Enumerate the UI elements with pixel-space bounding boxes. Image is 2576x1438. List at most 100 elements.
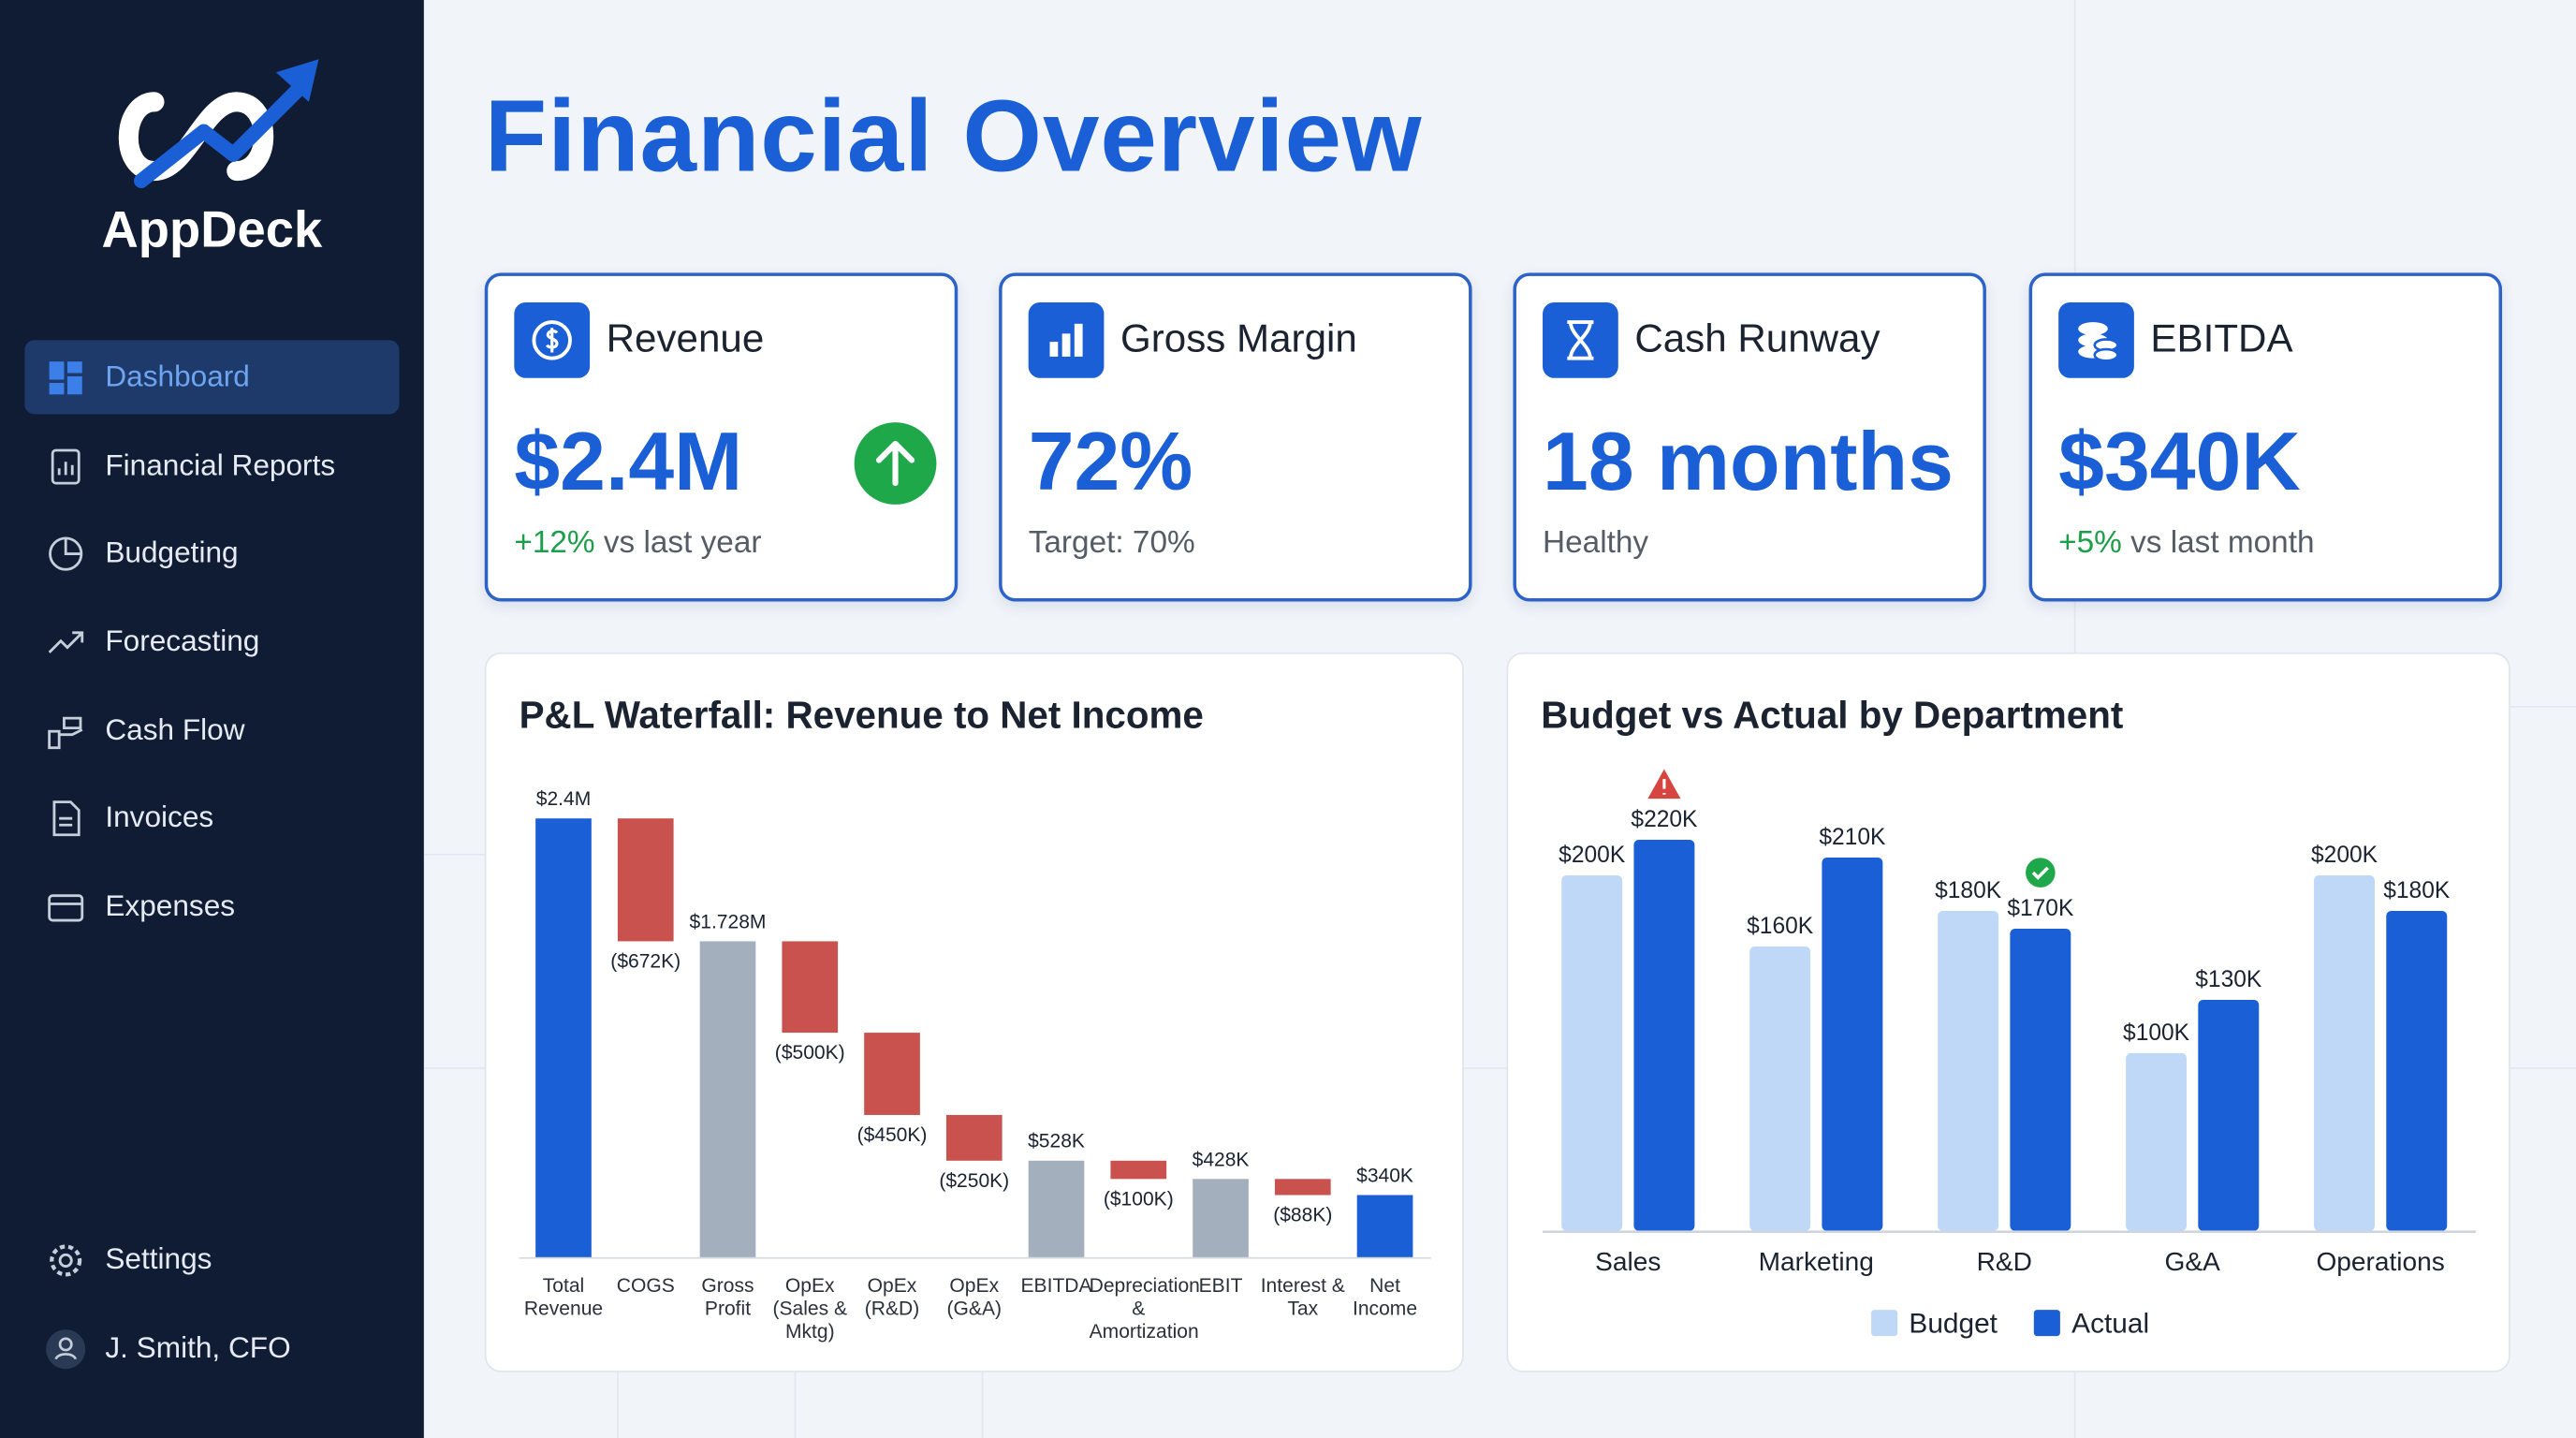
value-label: $160K (1747, 914, 1814, 939)
x-tick-label: Operations (2316, 1247, 2444, 1276)
nav-label: Invoices (105, 800, 214, 834)
value-label: $2.4M (536, 788, 591, 810)
nav-item[interactable]: Dashboard (24, 340, 400, 415)
kpi-label: Gross Margin (1120, 316, 1357, 362)
settings[interactable]: Settings (24, 1223, 399, 1297)
bar (1561, 875, 1623, 1231)
value-label: ($100K) (1104, 1188, 1174, 1210)
kpi-icon (514, 301, 591, 378)
nav-icon (48, 631, 84, 653)
kpi-note: +5% vs last month (2058, 526, 2314, 563)
nav-label: Expenses (105, 888, 236, 922)
bar (2386, 910, 2448, 1231)
nav-icon (49, 361, 82, 395)
waterfall-chart: $2.4M ($672K) $1.728M ($500K) ($450K) ($250K)… (519, 788, 1431, 1259)
bar (1356, 1195, 1413, 1257)
budget-chart: $200K$220KSales$160K$210KMarketing$180K$… (1543, 769, 2476, 1340)
warning-icon (1647, 769, 1681, 800)
bar (1822, 858, 1883, 1231)
nav-item[interactable]: Forecasting (24, 605, 399, 679)
sidebar: AppDeck Dashboard Financial Reports Budg… (0, 0, 424, 1438)
kpi-note: Target: 70% (1028, 525, 1195, 561)
legend-label: Budget (1909, 1309, 1998, 1340)
kpi-card: Gross Margin 72% Target: 70% (999, 272, 1472, 602)
x-tick-label: Net Income (1352, 1273, 1418, 1320)
value-label: $528K (1028, 1131, 1085, 1152)
avatar (46, 1329, 86, 1370)
nav-item[interactable]: Budgeting (24, 516, 399, 590)
nav-icon (49, 536, 83, 571)
bar (1938, 910, 1999, 1231)
kpi-label: Cash Runway (1634, 316, 1881, 362)
x-tick-label: Gross Profit (701, 1273, 754, 1320)
user[interactable]: J. Smith, CFO (24, 1312, 399, 1386)
bar (782, 941, 839, 1034)
x-tick-label: Sales (1595, 1247, 1661, 1276)
settings-label: Settings (105, 1242, 212, 1276)
x-tick-label: Interest & Tax (1260, 1273, 1345, 1320)
page-title: Financial Overview (484, 81, 1423, 195)
value-label: ($250K) (939, 1170, 1009, 1192)
legend-swatch (1871, 1310, 1898, 1337)
settings-icon (50, 1244, 82, 1277)
kpi-value: $2.4M (514, 416, 743, 508)
nav-item[interactable]: Cash Flow (24, 694, 399, 768)
chart-title: Budget vs Actual by Department (1541, 693, 2124, 737)
nav-item[interactable]: Expenses (24, 870, 399, 944)
bar (2010, 928, 2071, 1231)
value-label: $210K (1819, 825, 1886, 850)
kpi-card: EBITDA $340K +5% vs last month (2028, 272, 2503, 602)
kpi-note-text: vs last year (603, 525, 762, 561)
trend-up-icon (854, 422, 937, 505)
kpi-note: Healthy (1543, 525, 1649, 561)
value-label: ($450K) (857, 1124, 928, 1146)
nav-item[interactable]: Invoices (24, 781, 399, 855)
budget-panel: Budget vs Actual by Department $200K $220… (1506, 652, 2510, 1372)
nav-item[interactable]: Financial Reports (24, 429, 399, 503)
waterfall-panel: P&L Waterfall: Revenue to Net Income $2.… (484, 652, 1464, 1372)
legend-swatch (2033, 1310, 2060, 1337)
value-label: $340K (1356, 1165, 1413, 1186)
bar (1274, 1179, 1331, 1196)
value-label: $1.728M (690, 911, 767, 932)
kpi-note-text: vs last month (2130, 525, 2315, 561)
x-tick-label: Depreciation & Amortization (1089, 1273, 1200, 1343)
x-tick-label: OpEx (G&A) (946, 1273, 1003, 1320)
x-tick-label: Marketing (1759, 1247, 1874, 1276)
value-label: $200K (1559, 843, 1626, 868)
value-label: $220K (1631, 807, 1698, 832)
value-label: ($672K) (610, 951, 681, 973)
nav-icon (51, 448, 80, 485)
bar (699, 941, 756, 1257)
bar (535, 818, 592, 1257)
bar (1193, 1179, 1249, 1257)
value-label: $200K (2311, 843, 2378, 868)
bar (1110, 1160, 1167, 1180)
nav-icon (48, 894, 84, 922)
kpi-delta: +12% (514, 525, 595, 561)
kpi-label: Revenue (606, 316, 765, 362)
nav-icon (52, 800, 80, 837)
kpi-card: Cash Runway 18 months Healthy (1513, 272, 1986, 602)
bar (2126, 1052, 2188, 1231)
kpi-delta: +5% (2058, 525, 2122, 561)
nav-label: Financial Reports (105, 448, 336, 482)
kpi-card: Revenue $2.4M +12% vs last year (484, 272, 959, 602)
nav-label: Forecasting (105, 624, 260, 658)
value-label: $180K (1935, 878, 2002, 903)
kpi-icon (1028, 301, 1105, 378)
bar (617, 818, 674, 942)
kpi-value: $340K (2058, 416, 2301, 508)
bar (2198, 999, 2260, 1231)
logo (118, 59, 319, 188)
nav-label: Budgeting (105, 536, 239, 569)
x-tick-label: EBITDA (1020, 1273, 1092, 1298)
x-tick-label: R&D (1977, 1247, 2032, 1276)
brand-name: AppDeck (101, 200, 323, 258)
value-label: ($88K) (1273, 1205, 1332, 1226)
bar (945, 1114, 1003, 1161)
value-label: $180K (2383, 878, 2451, 903)
bar (864, 1033, 920, 1115)
kpi-icon (1543, 301, 1618, 378)
